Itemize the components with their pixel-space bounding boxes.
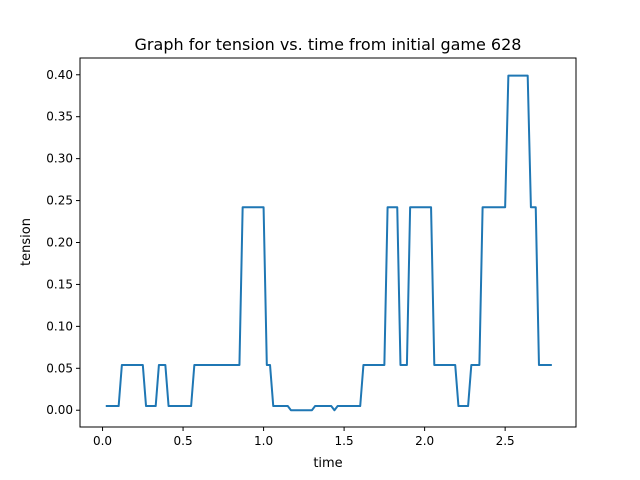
y-axis-label: tension [19, 218, 34, 266]
x-tick-label: 0.5 [174, 434, 193, 448]
x-tick-label: 2.5 [496, 434, 515, 448]
y-tick-label: 0.00 [46, 403, 73, 417]
tension-series-line [105, 74, 552, 412]
x-tick-label: 2.0 [415, 434, 434, 448]
plot-area [105, 74, 552, 412]
y-tick-label: 0.25 [46, 194, 73, 208]
y-tick-label: 0.30 [46, 152, 73, 166]
x-axis-label: time [313, 456, 342, 471]
x-tick-label: 1.5 [335, 434, 354, 448]
y-tick-label: 0.10 [46, 319, 73, 333]
chart-title: Graph for tension vs. time from initial … [135, 35, 522, 54]
x-tick-label: 0.0 [93, 434, 112, 448]
y-tick-label: 0.40 [46, 68, 73, 82]
x-tick-label: 1.0 [254, 434, 273, 448]
y-tick-label: 0.35 [46, 110, 73, 124]
y-tick-label: 0.20 [46, 236, 73, 250]
y-tick-label: 0.05 [46, 361, 73, 375]
y-tick-label: 0.15 [46, 277, 73, 291]
